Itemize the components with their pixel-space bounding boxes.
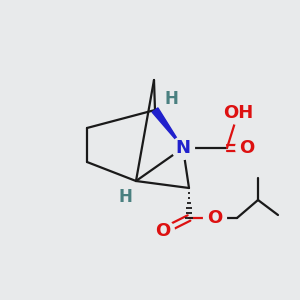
Circle shape (172, 136, 194, 159)
Text: O: O (239, 139, 255, 157)
Circle shape (204, 207, 226, 230)
Text: O: O (155, 222, 171, 240)
Circle shape (236, 136, 258, 159)
Circle shape (152, 220, 174, 242)
Text: O: O (207, 209, 223, 227)
Text: N: N (176, 139, 190, 157)
Polygon shape (152, 108, 183, 148)
Text: H: H (165, 91, 178, 109)
Circle shape (226, 102, 249, 124)
Text: OH: OH (223, 104, 253, 122)
Text: H: H (118, 188, 132, 206)
